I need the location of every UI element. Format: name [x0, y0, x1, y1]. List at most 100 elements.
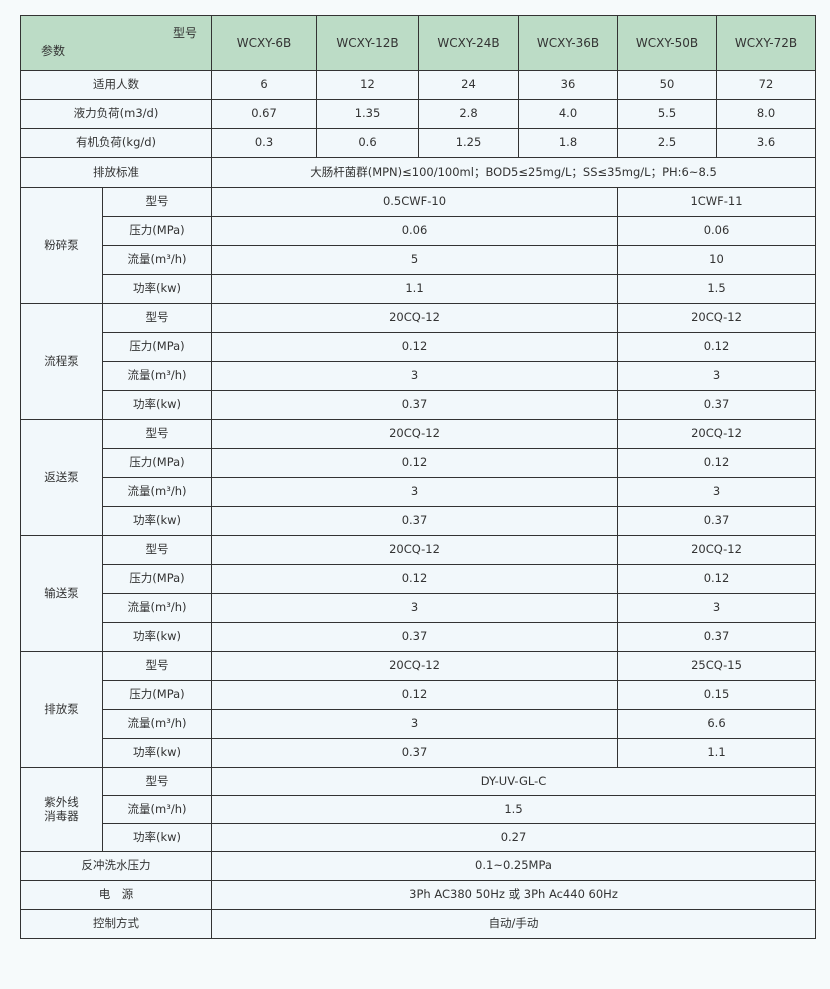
param-label: 功率(kw): [102, 390, 212, 420]
footer-row: 电 源 3Ph AC380 50Hz 或 3Ph Ac440 60Hz: [20, 880, 816, 910]
value-cell: 3: [211, 593, 618, 623]
row-label: 控制方式: [20, 909, 212, 939]
value-cell: 自动/手动: [211, 909, 816, 939]
table-row: 有机负荷(kg/d) 0.3 0.6 1.25 1.8 2.5 3.6: [20, 128, 816, 158]
param-label: 参数: [41, 43, 66, 58]
discharge-row: 排放标准 大肠杆菌群(MPN)≤100/100ml；BOD5≤25mg/L；SS≤…: [20, 157, 816, 188]
row-label: 有机负荷(kg/d): [20, 128, 212, 158]
value-cell: 6.6: [617, 709, 816, 739]
value-cell: 72: [716, 70, 816, 100]
param-label: 型号: [102, 303, 212, 333]
value-cell: 0.12: [617, 564, 816, 594]
value-cell: 1.25: [418, 128, 519, 158]
pump-row: 粉碎泵 型号 0.5CWF-10 1CWF-11: [20, 187, 816, 304]
model-header: WCXY-6B: [211, 15, 317, 71]
model-header: WCXY-36B: [518, 15, 618, 71]
row-label: 电 源: [20, 880, 212, 910]
value-cell: 0.3: [211, 128, 317, 158]
uv-row: 功率(kw) 0.27: [21, 823, 816, 852]
value-cell: 0.06: [211, 216, 618, 246]
value-cell: 0.67: [211, 99, 317, 129]
param-label: 型号: [102, 419, 212, 449]
row-label: 排放标准: [20, 157, 212, 188]
value-cell: 0.12: [617, 448, 816, 478]
param-label: 压力(MPa): [102, 332, 212, 362]
param-label: 型号: [102, 767, 212, 796]
value-cell: 20CQ-12: [617, 303, 816, 333]
value-cell: 0.12: [211, 680, 618, 710]
model-header: WCXY-12B: [316, 15, 419, 71]
footer-row: 控制方式 自动/手动: [20, 909, 816, 939]
value-cell: 6: [211, 70, 317, 100]
value-cell: 0.6: [316, 128, 419, 158]
param-label: 功率(kw): [102, 823, 212, 852]
pump-name: 返送泵: [20, 419, 103, 536]
param-label: 流量(m³/h): [102, 477, 212, 507]
param-label: 压力(MPa): [102, 216, 212, 246]
value-cell: 1CWF-11: [617, 187, 816, 217]
model-label: 型号: [172, 26, 197, 40]
value-cell: 2.8: [418, 99, 519, 129]
value-cell: 10: [617, 245, 816, 275]
pump-row: 流量(m³/h) 5 10: [21, 245, 816, 275]
param-label: 压力(MPa): [102, 680, 212, 710]
value-cell: 0.37: [211, 622, 618, 652]
value-cell: 3: [211, 361, 618, 391]
model-header: WCXY-50B: [617, 15, 717, 71]
pump-name: 输送泵: [20, 535, 103, 652]
param-label: 功率(kw): [102, 274, 212, 304]
value-cell: 1.35: [316, 99, 419, 129]
value-cell: 1.1: [211, 274, 618, 304]
param-label: 流量(m³/h): [102, 709, 212, 739]
table-row: 适用人数 6 12 24 36 50 72: [20, 70, 816, 100]
value-cell: 12: [316, 70, 419, 100]
pump-row: 流程泵 型号 20CQ-12 20CQ-12: [20, 303, 816, 420]
param-label: 流量(m³/h): [102, 795, 212, 824]
value-cell: 0.06: [617, 216, 816, 246]
header-row: 型号 参数 WCXY-6B WCXY-12B WCXY-24B WCXY-36B WCXY-…: [20, 15, 816, 71]
pump-row: 输送泵 型号 20CQ-12 20CQ-12: [20, 535, 816, 652]
pump-row: 流量(m³/h) 3 3: [21, 361, 816, 391]
value-cell: 20CQ-12: [211, 303, 618, 333]
value-cell: 8.0: [716, 99, 816, 129]
header-corner-cell: 型号参数: [20, 15, 212, 71]
param-label: 功率(kw): [102, 622, 212, 652]
value-cell: 25CQ-15: [617, 651, 816, 681]
value-cell: 20CQ-12: [211, 651, 618, 681]
value-cell: 0.27: [211, 823, 816, 852]
value-cell: 3: [211, 477, 618, 507]
pump-row: 功率(kw) 0.37 0.37: [21, 390, 816, 420]
value-cell: 1.5: [211, 795, 816, 824]
value-cell: 1.8: [518, 128, 618, 158]
value-cell: 36: [518, 70, 618, 100]
pump-name: 流程泵: [20, 303, 103, 420]
value-cell: 3: [617, 593, 816, 623]
model-header: WCXY-72B: [716, 15, 816, 71]
value-cell: 0.12: [211, 448, 618, 478]
param-label: 功率(kw): [102, 738, 212, 768]
row-label: 适用人数: [20, 70, 212, 100]
value-cell: 0.15: [617, 680, 816, 710]
row-label: 反冲洗水压力: [20, 851, 212, 881]
pump-row: 流量(m³/h) 3 6.6: [21, 709, 816, 739]
pump-row: 功率(kw) 0.37 0.37: [21, 506, 816, 536]
param-label: 压力(MPa): [102, 564, 212, 594]
value-cell: 1.1: [617, 738, 816, 768]
value-cell: 0.37: [617, 622, 816, 652]
value-cell: 20CQ-12: [617, 419, 816, 449]
pump-row: 压力(MPa) 0.12 0.12: [21, 332, 816, 362]
param-label: 流量(m³/h): [102, 245, 212, 275]
pump-row: 流量(m³/h) 3 3: [21, 477, 816, 507]
uv-row: 流量(m³/h) 1.5: [21, 795, 816, 824]
pump-name: 粉碎泵: [20, 187, 103, 304]
param-label: 型号: [102, 535, 212, 565]
uv-name: 紫外线 消毒器: [20, 767, 103, 852]
value-cell: 0.37: [617, 506, 816, 536]
value-cell: 0.12: [211, 564, 618, 594]
value-cell: 3: [617, 361, 816, 391]
value-cell: 0.37: [211, 738, 618, 768]
pump-row: 返送泵 型号 20CQ-12 20CQ-12: [20, 419, 816, 536]
row-label: 液力负荷(m3/d): [20, 99, 212, 129]
pump-row: 排放泵 型号 20CQ-12 25CQ-15: [20, 651, 816, 768]
param-label: 流量(m³/h): [102, 361, 212, 391]
